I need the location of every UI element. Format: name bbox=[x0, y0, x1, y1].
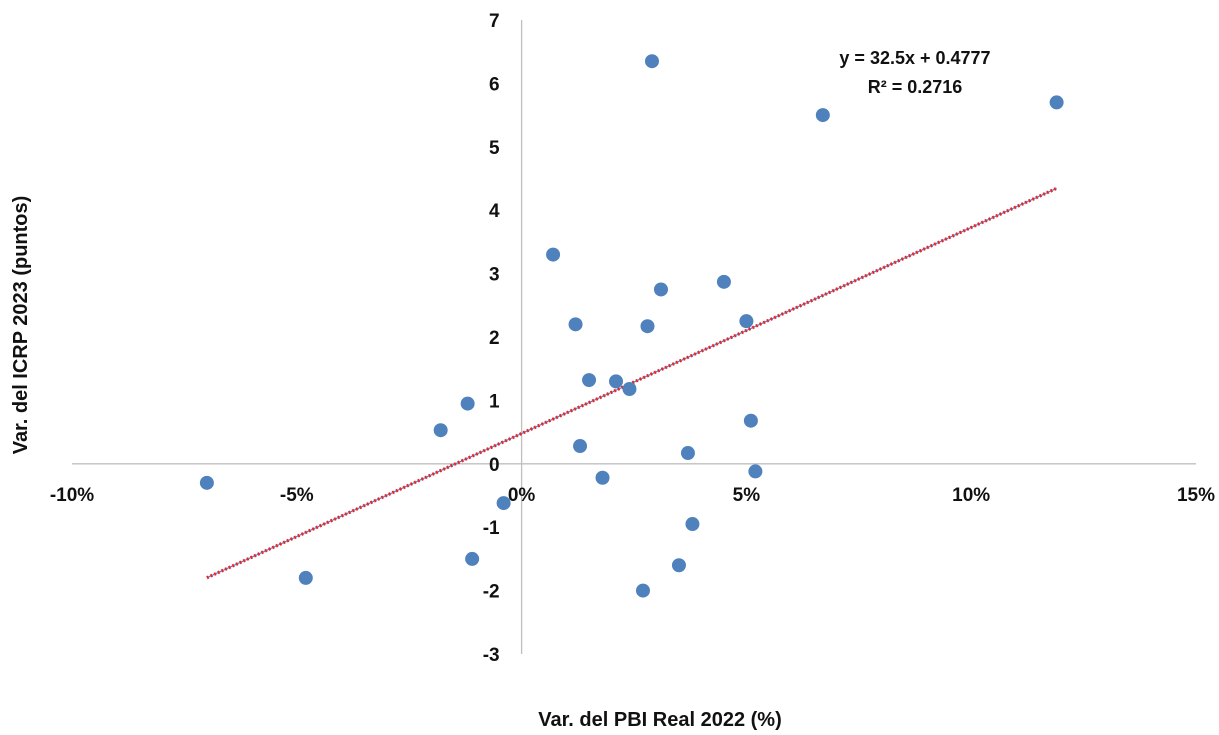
y-axis-title: Var. del ICRP 2023 (puntos) bbox=[10, 196, 32, 455]
data-point bbox=[433, 423, 448, 438]
data-point bbox=[680, 446, 695, 461]
trendline-r-squared: R² = 0.2716 bbox=[868, 77, 963, 97]
trendline-equation: y = 32.5x + 0.4777 bbox=[839, 48, 990, 68]
x-axis-title: Var. del PBI Real 2022 (%) bbox=[538, 709, 781, 731]
data-point bbox=[815, 108, 830, 123]
data-point bbox=[640, 319, 655, 334]
data-point bbox=[582, 373, 597, 388]
data-point bbox=[739, 314, 754, 329]
data-point bbox=[644, 54, 659, 69]
data-point bbox=[595, 470, 610, 485]
data-point bbox=[653, 282, 668, 297]
x-tick-label: 10% bbox=[952, 485, 990, 506]
y-tick-label: 3 bbox=[489, 265, 500, 286]
data-point bbox=[635, 583, 650, 598]
y-tick-label: 5 bbox=[489, 138, 500, 159]
y-tick-label: -3 bbox=[483, 645, 500, 666]
data-point bbox=[748, 464, 763, 479]
data-point bbox=[496, 496, 511, 511]
y-tick-label: -2 bbox=[483, 582, 500, 603]
x-tick-label: 5% bbox=[733, 485, 761, 506]
x-tick-label: -5% bbox=[280, 485, 314, 506]
data-point bbox=[298, 570, 313, 585]
axes bbox=[72, 20, 1196, 654]
data-point bbox=[685, 517, 700, 532]
x-tick-label: 0% bbox=[508, 485, 536, 506]
data-point bbox=[546, 247, 561, 262]
data-point bbox=[465, 551, 480, 566]
x-tick-label: 15% bbox=[1177, 485, 1215, 506]
data-point bbox=[622, 381, 637, 396]
y-tick-label: 4 bbox=[489, 201, 500, 222]
data-point bbox=[716, 274, 731, 289]
data-point bbox=[1049, 95, 1064, 110]
y-tick-label: 2 bbox=[489, 328, 500, 349]
data-point bbox=[568, 317, 583, 332]
y-tick-label: 7 bbox=[489, 11, 500, 32]
data-point bbox=[573, 439, 588, 454]
y-tick-label: -1 bbox=[483, 518, 500, 539]
data-point bbox=[199, 475, 214, 490]
y-tick-label: 1 bbox=[489, 391, 500, 412]
y-tick-labels: -3 -2 -1 0 1 2 3 4 5 6 7 bbox=[483, 11, 500, 666]
data-point bbox=[609, 374, 624, 389]
data-point bbox=[460, 396, 475, 411]
y-tick-label: 0 bbox=[489, 455, 500, 476]
data-point bbox=[671, 558, 686, 573]
x-tick-labels: -10% -5% 0% 5% 10% 15% bbox=[50, 485, 1215, 506]
data-points bbox=[199, 54, 1064, 598]
x-tick-label: -10% bbox=[50, 485, 94, 506]
y-tick-label: 6 bbox=[489, 74, 500, 95]
data-point bbox=[743, 413, 758, 428]
